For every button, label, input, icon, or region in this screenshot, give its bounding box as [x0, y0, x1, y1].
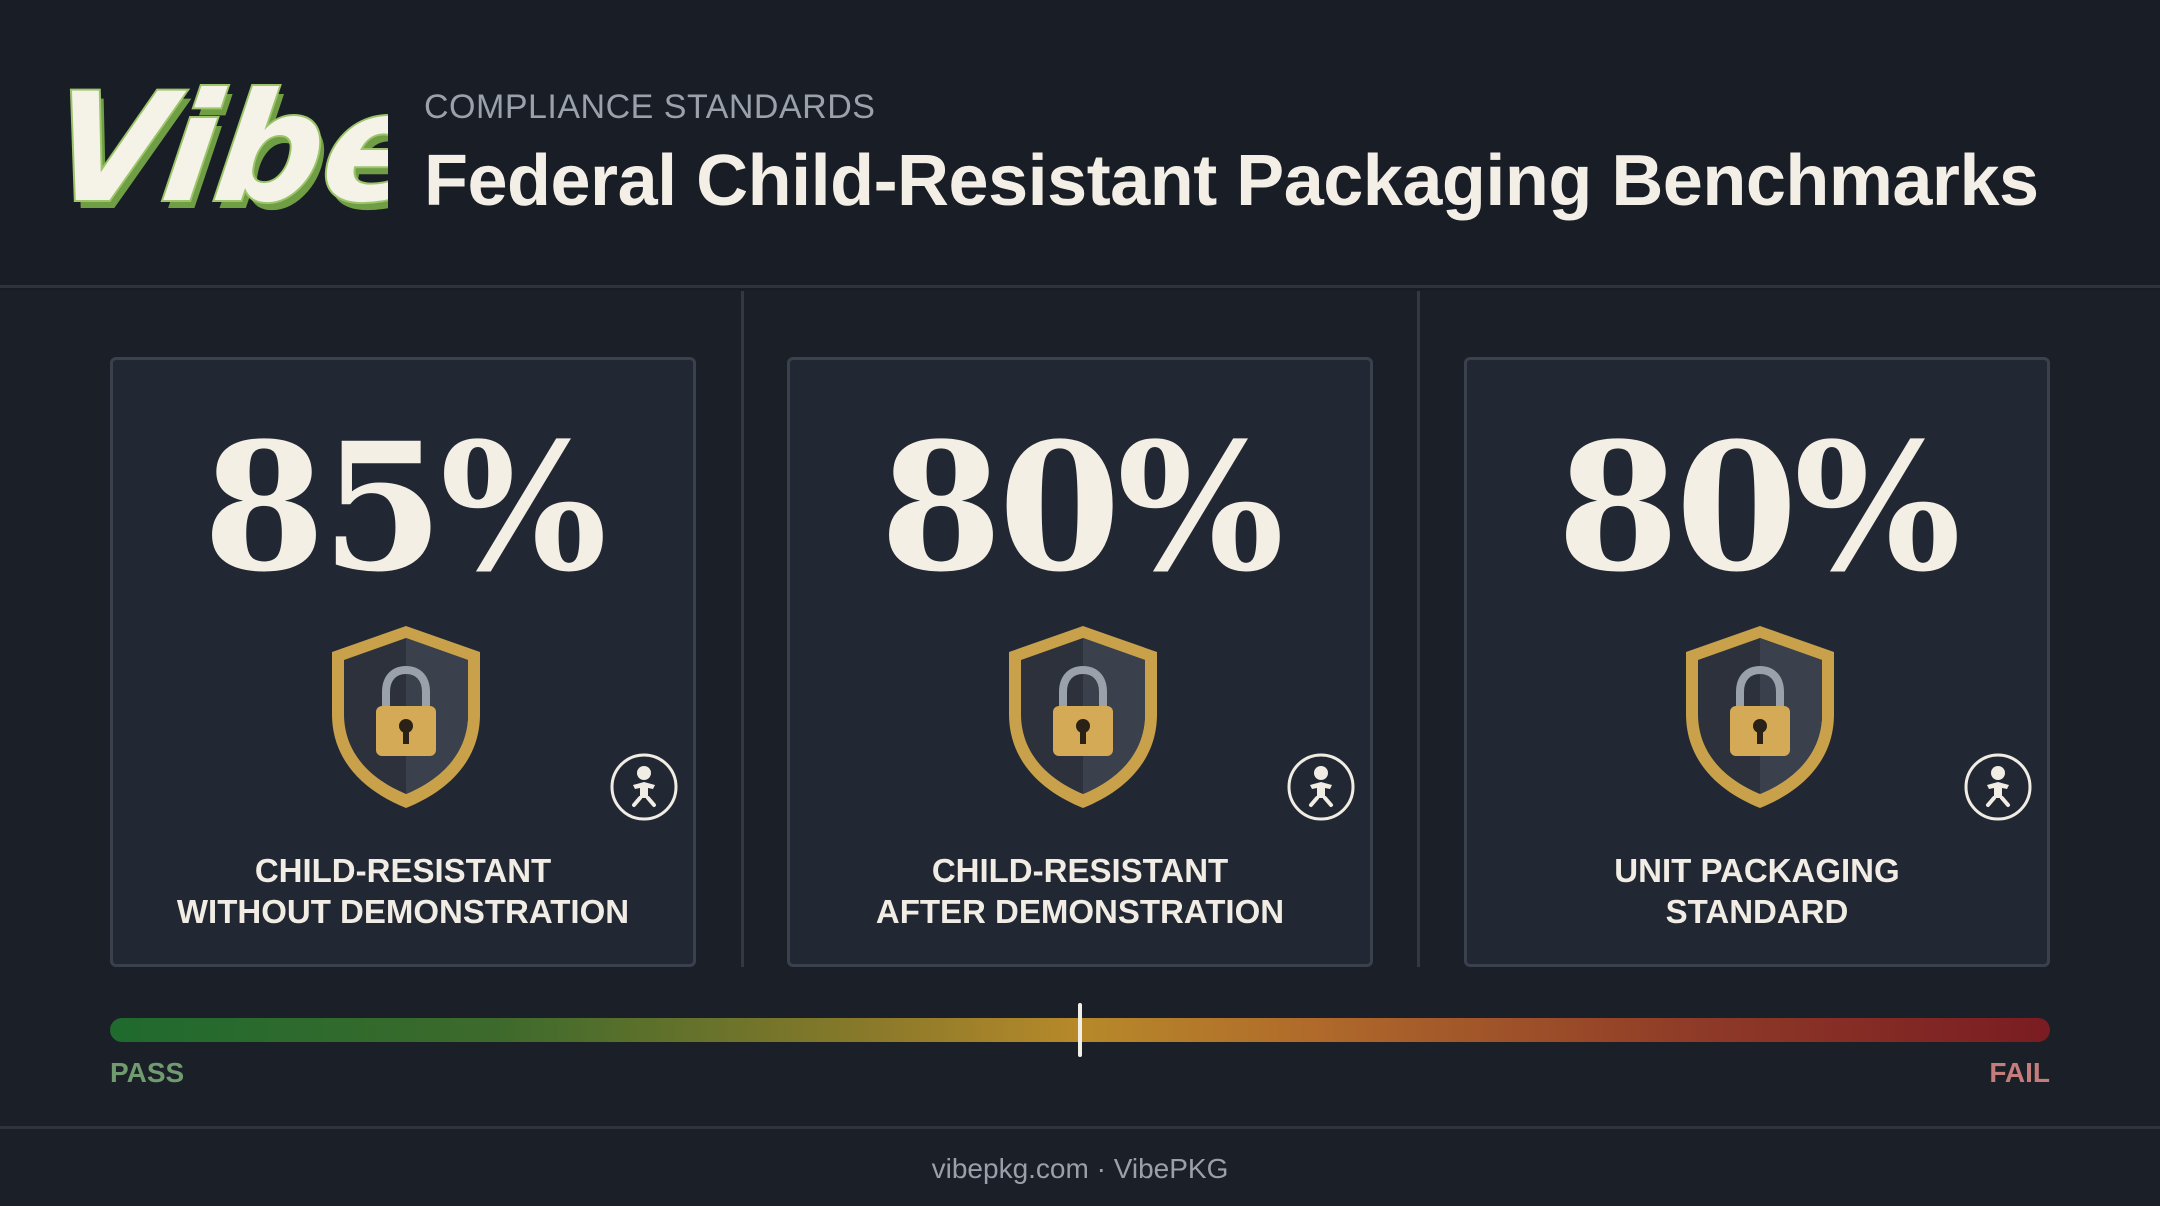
scale-pass-label: PASS: [110, 1057, 185, 1088]
footer-credit: vibepkg.com · VibePKG: [931, 1153, 1229, 1184]
column-divider: [1417, 291, 1420, 967]
scale-marker: [1078, 1003, 1082, 1057]
benchmark-card-unit-packaging: 80% UNIT PACKAGING STANDARD: [1464, 357, 2050, 967]
shield-lock-icon: [332, 626, 480, 808]
svg-text:Vibe: Vibe: [58, 69, 388, 242]
column-divider: [741, 291, 744, 967]
child-icon: [1964, 753, 2032, 821]
child-icon: [610, 753, 678, 821]
page-title: Federal Child-Resistant Packaging Benchm…: [424, 141, 2039, 221]
benchmark-value: 80%: [879, 404, 1284, 611]
child-icon: [1287, 753, 1355, 821]
scale-fail-label: FAIL: [1989, 1057, 2050, 1088]
benchmark-label: CHILD-RESISTANT AFTER DEMONSTRATION: [875, 852, 1285, 930]
svg-text:Vibe: Vibe: [58, 61, 388, 236]
benchmark-value: 85%: [202, 404, 607, 611]
benchmark-label: UNIT PACKAGING STANDARD: [1614, 852, 1900, 930]
benchmark-label: CHILD-RESISTANT WITHOUT DEMONSTRATION: [176, 852, 630, 930]
benchmark-value: 80%: [1556, 404, 1961, 611]
footer: vibepkg.com · VibePKG: [0, 1126, 2160, 1206]
benchmark-card-after-demonstration: 80% CHILD-RESISTANT AFTER DEMONSTRATION: [787, 357, 1373, 967]
section-eyebrow: COMPLIANCE STANDARDS: [424, 88, 876, 126]
shield-lock-icon: [1686, 626, 1834, 808]
header: Vibe Vibe COMPLIANCE STANDARDS Federal C…: [0, 0, 2160, 288]
vibe-logo: Vibe Vibe: [58, 59, 388, 242]
shield-lock-icon: [1009, 626, 1157, 808]
benchmarks-panel: 85% CHILD-RESISTANT WITHOUT DEMONSTRATIO…: [0, 291, 2160, 1126]
benchmark-card-without-demonstration: 85% CHILD-RESISTANT WITHOUT DEMONSTRATIO…: [110, 357, 696, 967]
